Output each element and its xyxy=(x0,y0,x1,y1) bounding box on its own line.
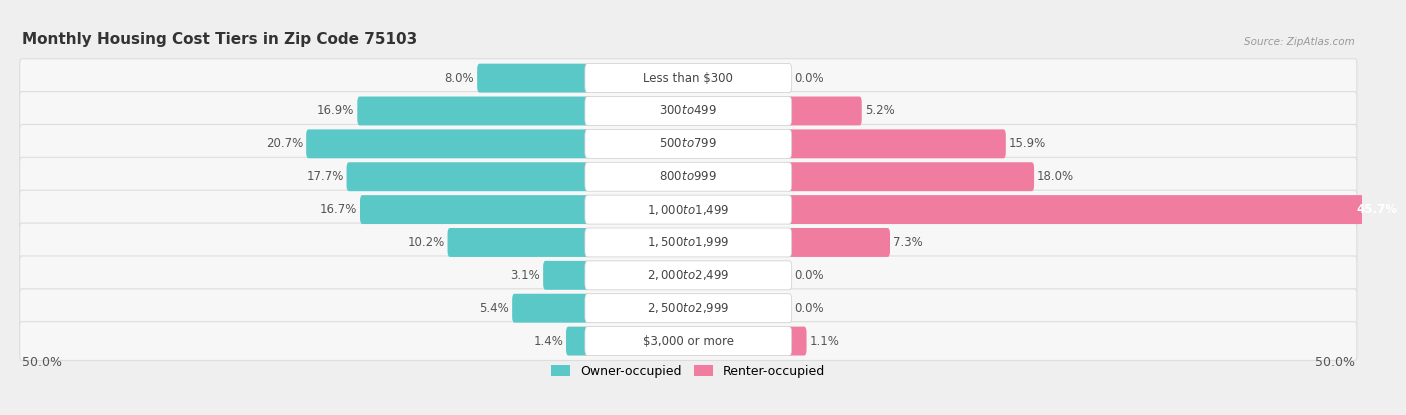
FancyBboxPatch shape xyxy=(360,195,589,224)
FancyBboxPatch shape xyxy=(585,228,792,257)
Text: Monthly Housing Cost Tiers in Zip Code 75103: Monthly Housing Cost Tiers in Zip Code 7… xyxy=(21,32,418,47)
FancyBboxPatch shape xyxy=(307,129,589,158)
Text: 16.9%: 16.9% xyxy=(316,105,354,117)
FancyBboxPatch shape xyxy=(585,162,792,191)
FancyBboxPatch shape xyxy=(585,327,792,356)
FancyBboxPatch shape xyxy=(585,261,792,290)
Text: 50.0%: 50.0% xyxy=(21,356,62,369)
Text: $800 to $999: $800 to $999 xyxy=(659,170,717,183)
Legend: Owner-occupied, Renter-occupied: Owner-occupied, Renter-occupied xyxy=(547,359,830,383)
Text: 17.7%: 17.7% xyxy=(307,170,343,183)
FancyBboxPatch shape xyxy=(477,63,589,93)
FancyBboxPatch shape xyxy=(543,261,589,290)
Text: $2,000 to $2,499: $2,000 to $2,499 xyxy=(647,269,730,282)
Text: 3.1%: 3.1% xyxy=(510,269,540,282)
Text: 20.7%: 20.7% xyxy=(266,137,304,150)
FancyBboxPatch shape xyxy=(512,294,589,323)
Text: Less than $300: Less than $300 xyxy=(644,72,733,85)
FancyBboxPatch shape xyxy=(585,195,792,224)
FancyBboxPatch shape xyxy=(20,256,1357,295)
FancyBboxPatch shape xyxy=(585,97,792,125)
FancyBboxPatch shape xyxy=(20,223,1357,262)
Text: $1,500 to $1,999: $1,500 to $1,999 xyxy=(647,235,730,249)
Text: $1,000 to $1,499: $1,000 to $1,499 xyxy=(647,203,730,217)
Text: 0.0%: 0.0% xyxy=(794,72,824,85)
Text: 7.3%: 7.3% xyxy=(893,236,922,249)
FancyBboxPatch shape xyxy=(447,228,589,257)
FancyBboxPatch shape xyxy=(585,294,792,323)
FancyBboxPatch shape xyxy=(585,63,792,93)
Text: $300 to $499: $300 to $499 xyxy=(659,105,717,117)
FancyBboxPatch shape xyxy=(20,322,1357,361)
FancyBboxPatch shape xyxy=(20,157,1357,196)
FancyBboxPatch shape xyxy=(787,327,807,356)
Text: 1.4%: 1.4% xyxy=(533,334,562,348)
Text: 15.9%: 15.9% xyxy=(1008,137,1046,150)
Text: Source: ZipAtlas.com: Source: ZipAtlas.com xyxy=(1244,37,1355,47)
Text: 10.2%: 10.2% xyxy=(408,236,444,249)
Text: 50.0%: 50.0% xyxy=(1315,356,1355,369)
FancyBboxPatch shape xyxy=(20,124,1357,163)
Text: 1.1%: 1.1% xyxy=(810,334,839,348)
Text: 18.0%: 18.0% xyxy=(1038,170,1074,183)
Text: 0.0%: 0.0% xyxy=(794,269,824,282)
Text: 16.7%: 16.7% xyxy=(319,203,357,216)
Text: 0.0%: 0.0% xyxy=(794,302,824,315)
FancyBboxPatch shape xyxy=(20,190,1357,229)
Text: $500 to $799: $500 to $799 xyxy=(659,137,717,150)
FancyBboxPatch shape xyxy=(585,129,792,158)
FancyBboxPatch shape xyxy=(20,289,1357,327)
FancyBboxPatch shape xyxy=(567,327,589,356)
FancyBboxPatch shape xyxy=(20,92,1357,130)
Text: 8.0%: 8.0% xyxy=(444,72,474,85)
Text: 5.2%: 5.2% xyxy=(865,105,894,117)
FancyBboxPatch shape xyxy=(787,129,1005,158)
Text: 5.4%: 5.4% xyxy=(479,302,509,315)
FancyBboxPatch shape xyxy=(787,97,862,125)
FancyBboxPatch shape xyxy=(357,97,589,125)
Text: $2,500 to $2,999: $2,500 to $2,999 xyxy=(647,301,730,315)
Text: $3,000 or more: $3,000 or more xyxy=(643,334,734,348)
Text: 45.7%: 45.7% xyxy=(1357,203,1398,216)
FancyBboxPatch shape xyxy=(787,228,890,257)
FancyBboxPatch shape xyxy=(787,195,1406,224)
FancyBboxPatch shape xyxy=(346,162,589,191)
FancyBboxPatch shape xyxy=(20,59,1357,98)
FancyBboxPatch shape xyxy=(787,162,1033,191)
